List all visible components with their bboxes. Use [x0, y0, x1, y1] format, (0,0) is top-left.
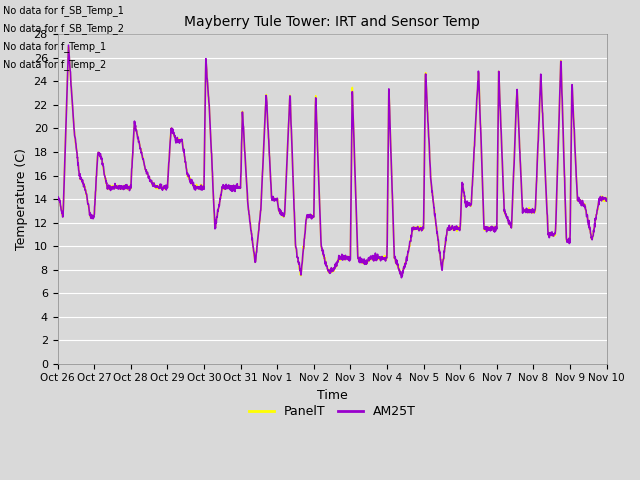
Text: No data for f_SB_Temp_2: No data for f_SB_Temp_2	[3, 23, 124, 34]
Legend: PanelT, AM25T: PanelT, AM25T	[244, 400, 420, 423]
Text: No data for f_Temp_2: No data for f_Temp_2	[3, 60, 106, 71]
Y-axis label: Temperature (C): Temperature (C)	[15, 148, 28, 250]
X-axis label: Time: Time	[317, 389, 348, 402]
Text: No data for f_SB_Temp_1: No data for f_SB_Temp_1	[3, 5, 124, 16]
Text: No data for f_Temp_1: No data for f_Temp_1	[3, 41, 106, 52]
Title: Mayberry Tule Tower: IRT and Sensor Temp: Mayberry Tule Tower: IRT and Sensor Temp	[184, 15, 480, 29]
